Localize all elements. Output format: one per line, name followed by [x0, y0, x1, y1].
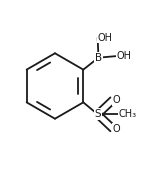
Text: S: S [94, 109, 101, 119]
Text: B: B [95, 53, 102, 63]
Text: OH: OH [117, 51, 132, 61]
Text: CH₃: CH₃ [118, 109, 137, 119]
Text: O: O [113, 124, 120, 134]
Text: OH: OH [98, 33, 113, 43]
Text: O: O [113, 95, 120, 105]
